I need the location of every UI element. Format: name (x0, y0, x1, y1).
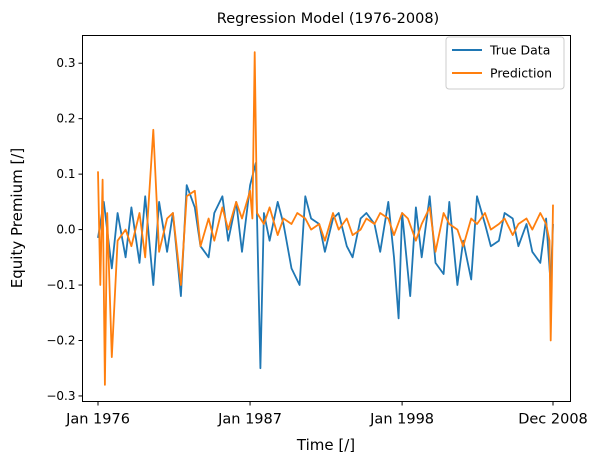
legend-label-true-data: True Data (489, 43, 550, 58)
plot-frame (82, 35, 571, 402)
x-tick-label: Jan 1998 (369, 412, 434, 428)
x-tick-label: Jan 1976 (65, 412, 130, 428)
y-axis-label: Equity Premium [/] (8, 148, 26, 288)
y-tick-label: 0.0 (56, 223, 75, 237)
series-line-true-data (97, 162, 554, 370)
x-tick-label: Dec 2008 (518, 412, 588, 428)
y-tick-label: 0.2 (56, 112, 75, 126)
series-layer (97, 51, 554, 386)
x-axis-label: Time [/] (296, 436, 355, 454)
legend: True Data Prediction (445, 36, 565, 90)
x-axis: Jan 1976 Jan 1987 Jan 1998 Dec 2008 (65, 401, 588, 428)
y-tick-label: 0.1 (56, 167, 75, 181)
y-tick-label: −0.1 (46, 278, 75, 292)
x-tick-label: Jan 1987 (217, 412, 282, 428)
legend-label-prediction: Prediction (490, 66, 552, 81)
y-tick-label: −0.2 (46, 334, 75, 348)
y-tick-label: 0.3 (56, 56, 75, 70)
y-tick-label: −0.3 (46, 389, 75, 403)
chart-title: Regression Model (1976-2008) (217, 11, 439, 27)
y-axis: −0.3 −0.2 −0.1 0.0 0.1 0.2 0.3 (46, 56, 83, 403)
series-line-prediction (97, 51, 554, 386)
